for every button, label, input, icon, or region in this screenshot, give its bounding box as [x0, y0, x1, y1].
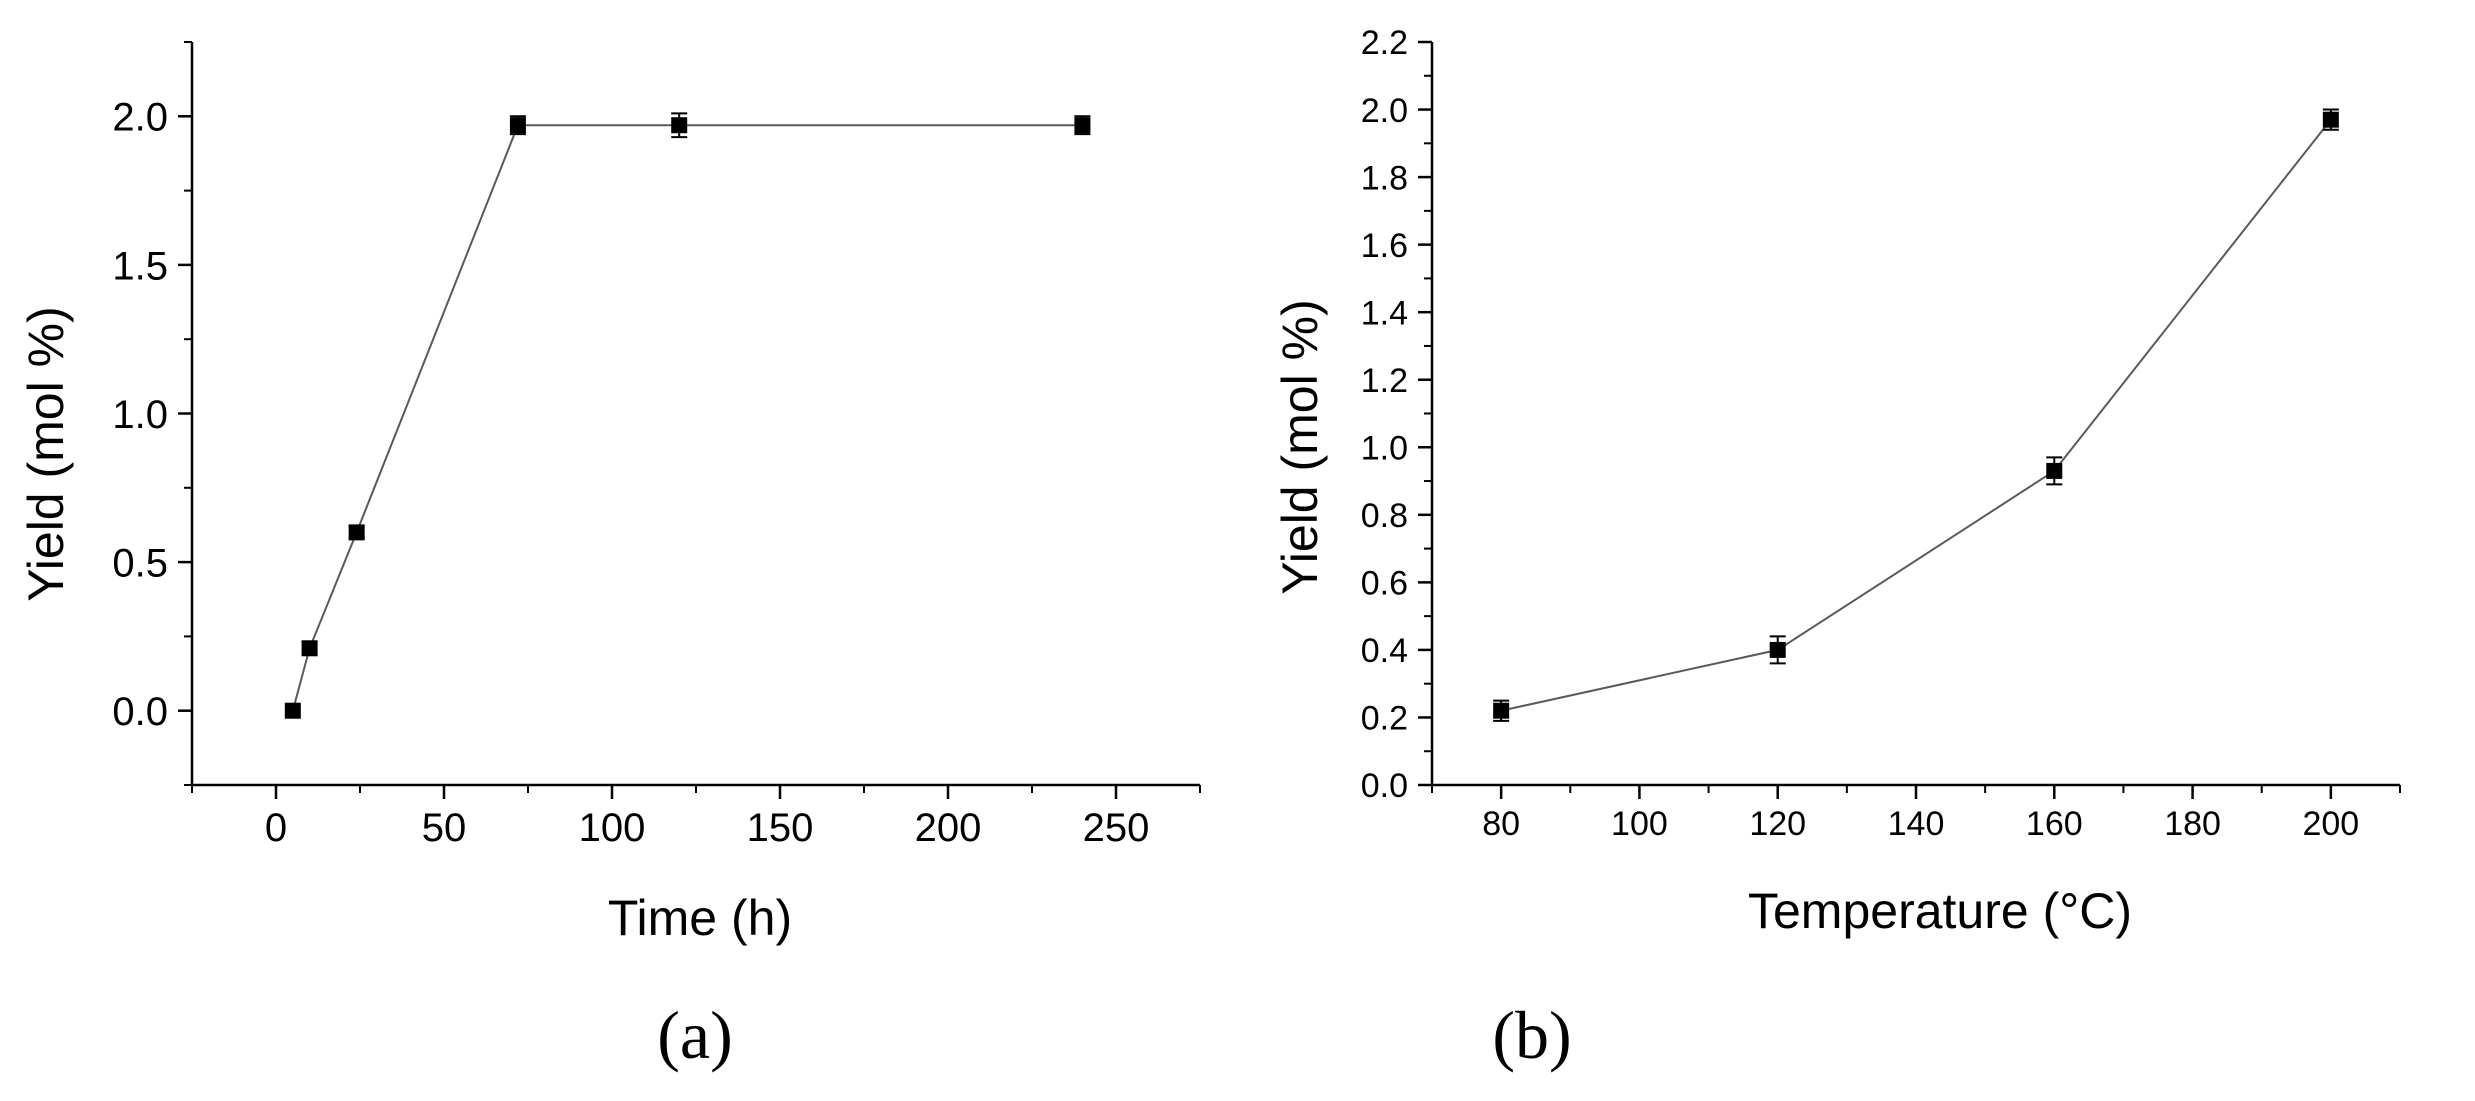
data-point — [2322, 111, 2339, 128]
data-point — [509, 117, 526, 134]
x-tick-label: 80 — [1482, 805, 1520, 843]
data-point — [301, 640, 318, 657]
x-tick-label: 200 — [915, 806, 982, 850]
data-point — [1769, 641, 1786, 658]
data-point — [348, 524, 365, 541]
chart-b-data — [1493, 108, 2339, 722]
chart-b-tick-labels: 80 100 120 140 160 180 200 0.0 0.2 0.4 0.6 0.8 1.0 1.… — [1361, 24, 2359, 843]
chart-a-data — [284, 112, 1091, 719]
data-point — [284, 702, 301, 719]
y-tick-label: 0.5 — [112, 542, 168, 586]
y-tick-label: 1.6 — [1361, 227, 1408, 265]
data-point — [1074, 117, 1091, 134]
panel-label-b: (b) — [1492, 997, 1571, 1073]
x-tick-label: 150 — [747, 806, 814, 850]
y-tick-label: 1.0 — [112, 393, 168, 437]
x-tick-label: 50 — [422, 806, 467, 850]
y-tick-label: 1.0 — [1361, 430, 1408, 468]
x-tick-label: 0 — [265, 806, 287, 850]
y-tick-label: 0.0 — [1361, 767, 1408, 805]
chart-a-tick-labels: 0 50 100 150 200 250 0.0 0.5 1.0 1.5 2.0 — [112, 96, 1149, 850]
chart-panel-b: 80 100 120 140 160 180 200 0.0 0.2 0.4 0.6 0.8 1.0 1.… — [1272, 24, 2401, 1073]
y-tick-label: 1.4 — [1361, 294, 1408, 332]
y-tick-label: 1.8 — [1361, 159, 1408, 197]
x-tick-label: 140 — [1888, 805, 1945, 843]
y-tick-label: 2.0 — [1361, 92, 1408, 130]
y-tick-label: 0.2 — [1361, 700, 1408, 738]
chart-a-ticks — [178, 41, 1201, 799]
x-tick-label: 100 — [1611, 805, 1668, 843]
y-tick-label: 0.0 — [112, 690, 168, 734]
x-tick-label: 250 — [1083, 806, 1150, 850]
data-point — [2046, 462, 2063, 479]
chart-b-y-axis-label: Yield (mol %) — [1272, 299, 1328, 594]
data-point — [671, 117, 688, 134]
series-line — [291, 124, 1083, 711]
panel-label-a: (a) — [657, 997, 732, 1073]
y-tick-label: 0.4 — [1361, 632, 1408, 670]
x-tick-label: 200 — [2302, 805, 2359, 843]
y-tick-label: 0.8 — [1361, 497, 1408, 535]
chart-b-ticks — [1418, 40, 2401, 799]
chart-b-x-axis-label: Temperature (°C) — [1748, 883, 2132, 939]
y-tick-label: 1.5 — [112, 244, 168, 288]
x-tick-label: 160 — [2026, 805, 2083, 843]
y-tick-label: 2.2 — [1361, 24, 1408, 62]
data-point — [1493, 702, 1510, 719]
y-tick-label: 2.0 — [112, 96, 168, 140]
chart-a-y-axis-label: Yield (mol %) — [18, 306, 74, 601]
x-tick-label: 180 — [2164, 805, 2221, 843]
x-tick-label: 100 — [579, 806, 646, 850]
chart-a-x-axis-label: Time (h) — [608, 890, 792, 946]
x-tick-label: 120 — [1749, 805, 1806, 843]
y-tick-label: 1.2 — [1361, 362, 1408, 400]
series-line — [1500, 119, 2332, 712]
y-tick-label: 0.6 — [1361, 565, 1408, 603]
